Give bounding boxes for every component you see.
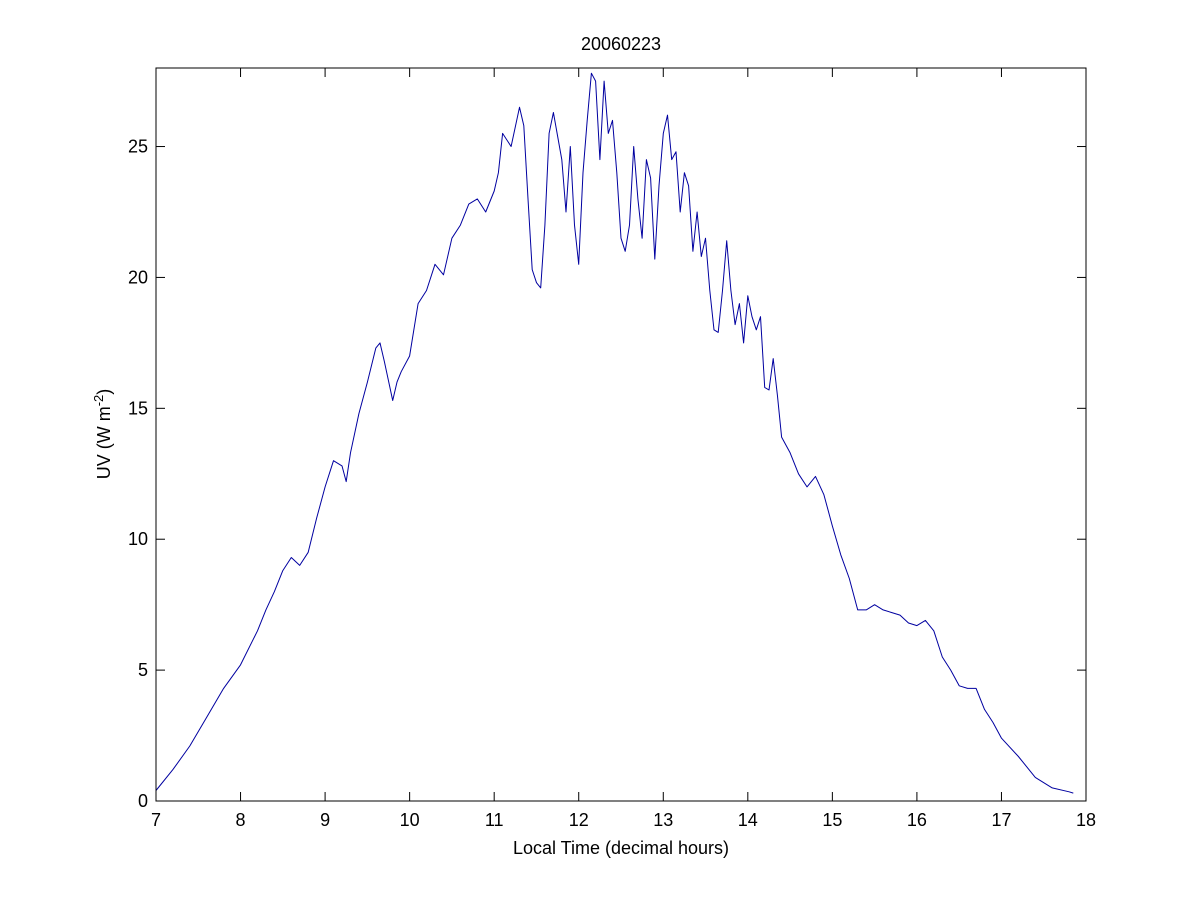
x-tick-label: 12 — [569, 810, 589, 830]
y-tick-label: 0 — [138, 791, 148, 811]
y-tick-label: 15 — [128, 398, 148, 418]
x-tick-label: 11 — [485, 810, 504, 830]
y-tick-label: 10 — [128, 529, 148, 549]
x-tick-label: 18 — [1076, 810, 1096, 830]
tick-layer: 7 8 9 10 11 12 13 14 15 16 17 18 0 5 10 15 20 25 — [128, 68, 1096, 830]
y-axis-label: UV (W m-2) — [91, 389, 115, 480]
y-tick-label: 25 — [128, 137, 148, 157]
x-tick-label: 14 — [738, 810, 758, 830]
y-axis-label-superscript: -2 — [91, 395, 106, 407]
x-tick-label: 10 — [400, 810, 420, 830]
y-axis-label-main: UV (W m — [94, 406, 114, 479]
x-tick-label: 9 — [320, 810, 330, 830]
uv-series-line — [155, 72, 1074, 794]
x-tick-label: 8 — [236, 810, 246, 830]
y-axis-label-close: ) — [94, 389, 114, 395]
y-tick-label: 20 — [128, 267, 148, 287]
x-axis-label: Local Time (decimal hours) — [513, 838, 729, 858]
x-tick-label: 17 — [991, 810, 1011, 830]
x-tick-label: 7 — [151, 810, 161, 830]
x-tick-label: 13 — [653, 810, 673, 830]
x-tick-label: 16 — [907, 810, 927, 830]
chart-title: 20060223 — [581, 34, 661, 54]
axes-box — [155, 67, 1087, 802]
plot-layer — [155, 72, 1074, 794]
y-tick-label: 5 — [138, 660, 148, 680]
x-tick-label: 15 — [822, 810, 842, 830]
